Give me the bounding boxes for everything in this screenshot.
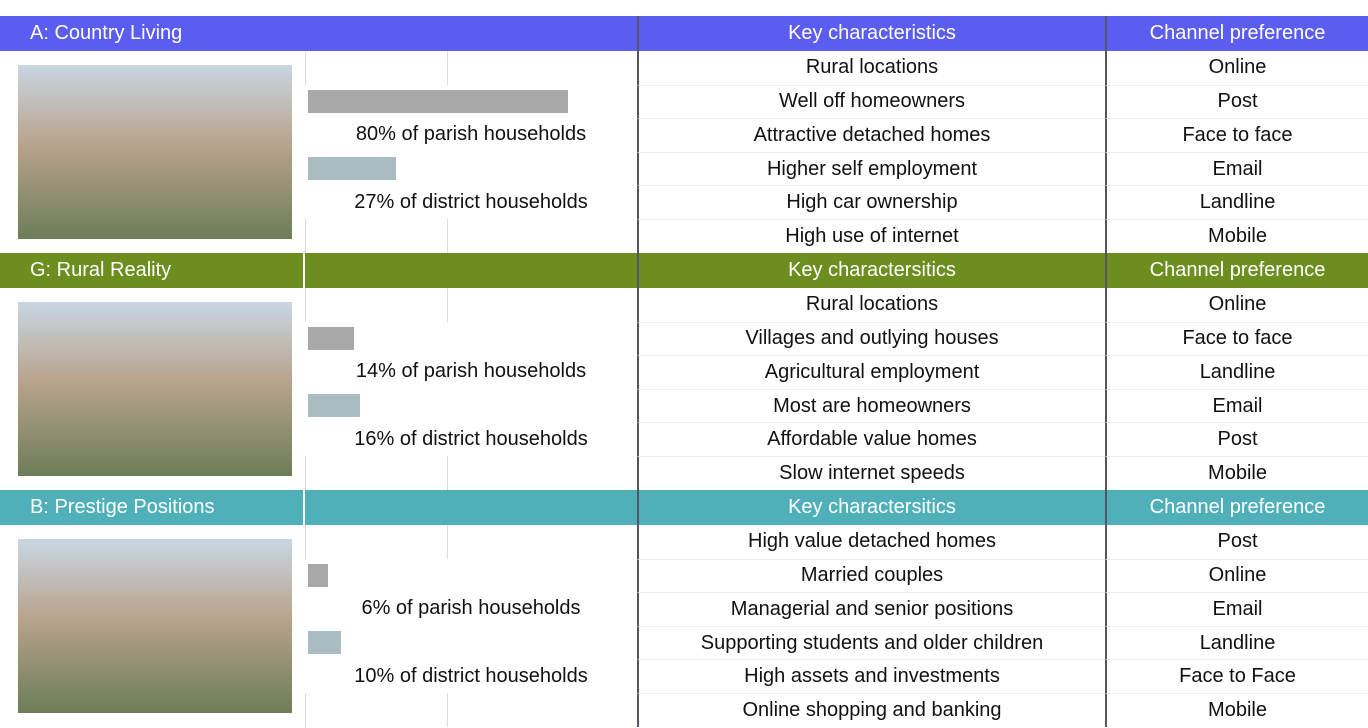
- parish-label: 14% of parish households: [355, 360, 587, 383]
- district-bar: [308, 393, 360, 418]
- channel: Email: [1105, 592, 1368, 626]
- district-label: 16% of district households: [354, 427, 588, 450]
- channel: Online: [1105, 558, 1368, 593]
- characteristic: Most are homeowners: [637, 388, 1105, 423]
- parish-label: 6% of parish households: [361, 597, 581, 620]
- channel: Post: [1105, 422, 1368, 456]
- channel: Email: [1105, 151, 1368, 186]
- channel: Face to Face: [1105, 659, 1368, 693]
- blank-cell: [305, 219, 448, 253]
- characteristic: Married couples: [637, 558, 1105, 593]
- header-band: [0, 490, 1368, 525]
- characteristic: Attractive detached homes: [637, 118, 1105, 152]
- channel: Mobile: [1105, 693, 1368, 727]
- blank-cell: [305, 693, 448, 727]
- characteristic: Slow internet speeds: [637, 456, 1105, 490]
- characteristic: High value detached homes: [637, 525, 1105, 559]
- channel: Post: [1105, 525, 1368, 559]
- district-label: 10% of district households: [354, 664, 588, 687]
- district-bar: [308, 156, 396, 181]
- channel: Face to face: [1105, 118, 1368, 152]
- channel: Landline: [1105, 185, 1368, 219]
- parish-label: 80% of parish households: [355, 123, 587, 146]
- channel: Mobile: [1105, 456, 1368, 490]
- characteristic: High car ownership: [637, 185, 1105, 219]
- parish-bar: [308, 563, 328, 588]
- characteristic: Supporting students and older children: [637, 625, 1105, 660]
- photo: [18, 302, 292, 476]
- photo: [18, 539, 292, 713]
- characteristic: High use of internet: [637, 219, 1105, 253]
- channel: Landline: [1105, 625, 1368, 660]
- blank-cell: [305, 51, 448, 85]
- segment-name: A: Country Living: [30, 22, 183, 44]
- blank-cell: [305, 456, 448, 490]
- characteristic: Higher self employment: [637, 151, 1105, 186]
- characteristic: High assets and investments: [637, 659, 1105, 693]
- characteristics-header: Key characteristics: [637, 16, 1105, 51]
- header-band: [0, 16, 1368, 51]
- channel: Email: [1105, 388, 1368, 423]
- blank-cell: [305, 288, 448, 322]
- district-label: 27% of district households: [354, 190, 588, 213]
- channel: Landline: [1105, 355, 1368, 389]
- channel: Online: [1105, 288, 1368, 322]
- parish-bar: [308, 89, 568, 114]
- characteristic: Rural locations: [637, 288, 1105, 322]
- channel: Online: [1105, 51, 1368, 85]
- channel-header: Channel preference: [1105, 253, 1368, 288]
- characteristic: Affordable value homes: [637, 422, 1105, 456]
- segment-name: B: Prestige Positions: [0, 490, 305, 525]
- characteristic: Rural locations: [637, 51, 1105, 85]
- photo: [18, 65, 292, 239]
- characteristic: Managerial and senior positions: [637, 592, 1105, 626]
- channel: Post: [1105, 84, 1368, 119]
- district-bar: [308, 630, 341, 655]
- channel: Face to face: [1105, 321, 1368, 356]
- parish-bar: [308, 326, 354, 351]
- channel-header: Channel preference: [1105, 16, 1368, 51]
- characteristics-header: Key charactersitics: [637, 490, 1105, 525]
- characteristic: Online shopping and banking: [637, 693, 1105, 727]
- header-band: [0, 253, 1368, 288]
- blank-cell: [305, 525, 448, 559]
- segment-name: G: Rural Reality: [0, 253, 305, 288]
- channel: Mobile: [1105, 219, 1368, 253]
- characteristic: Villages and outlying houses: [637, 321, 1105, 356]
- characteristic: Agricultural employment: [637, 355, 1105, 389]
- characteristic: Well off homeowners: [637, 84, 1105, 119]
- characteristics-header: Key charactersitics: [637, 253, 1105, 288]
- channel-header: Channel preference: [1105, 490, 1368, 525]
